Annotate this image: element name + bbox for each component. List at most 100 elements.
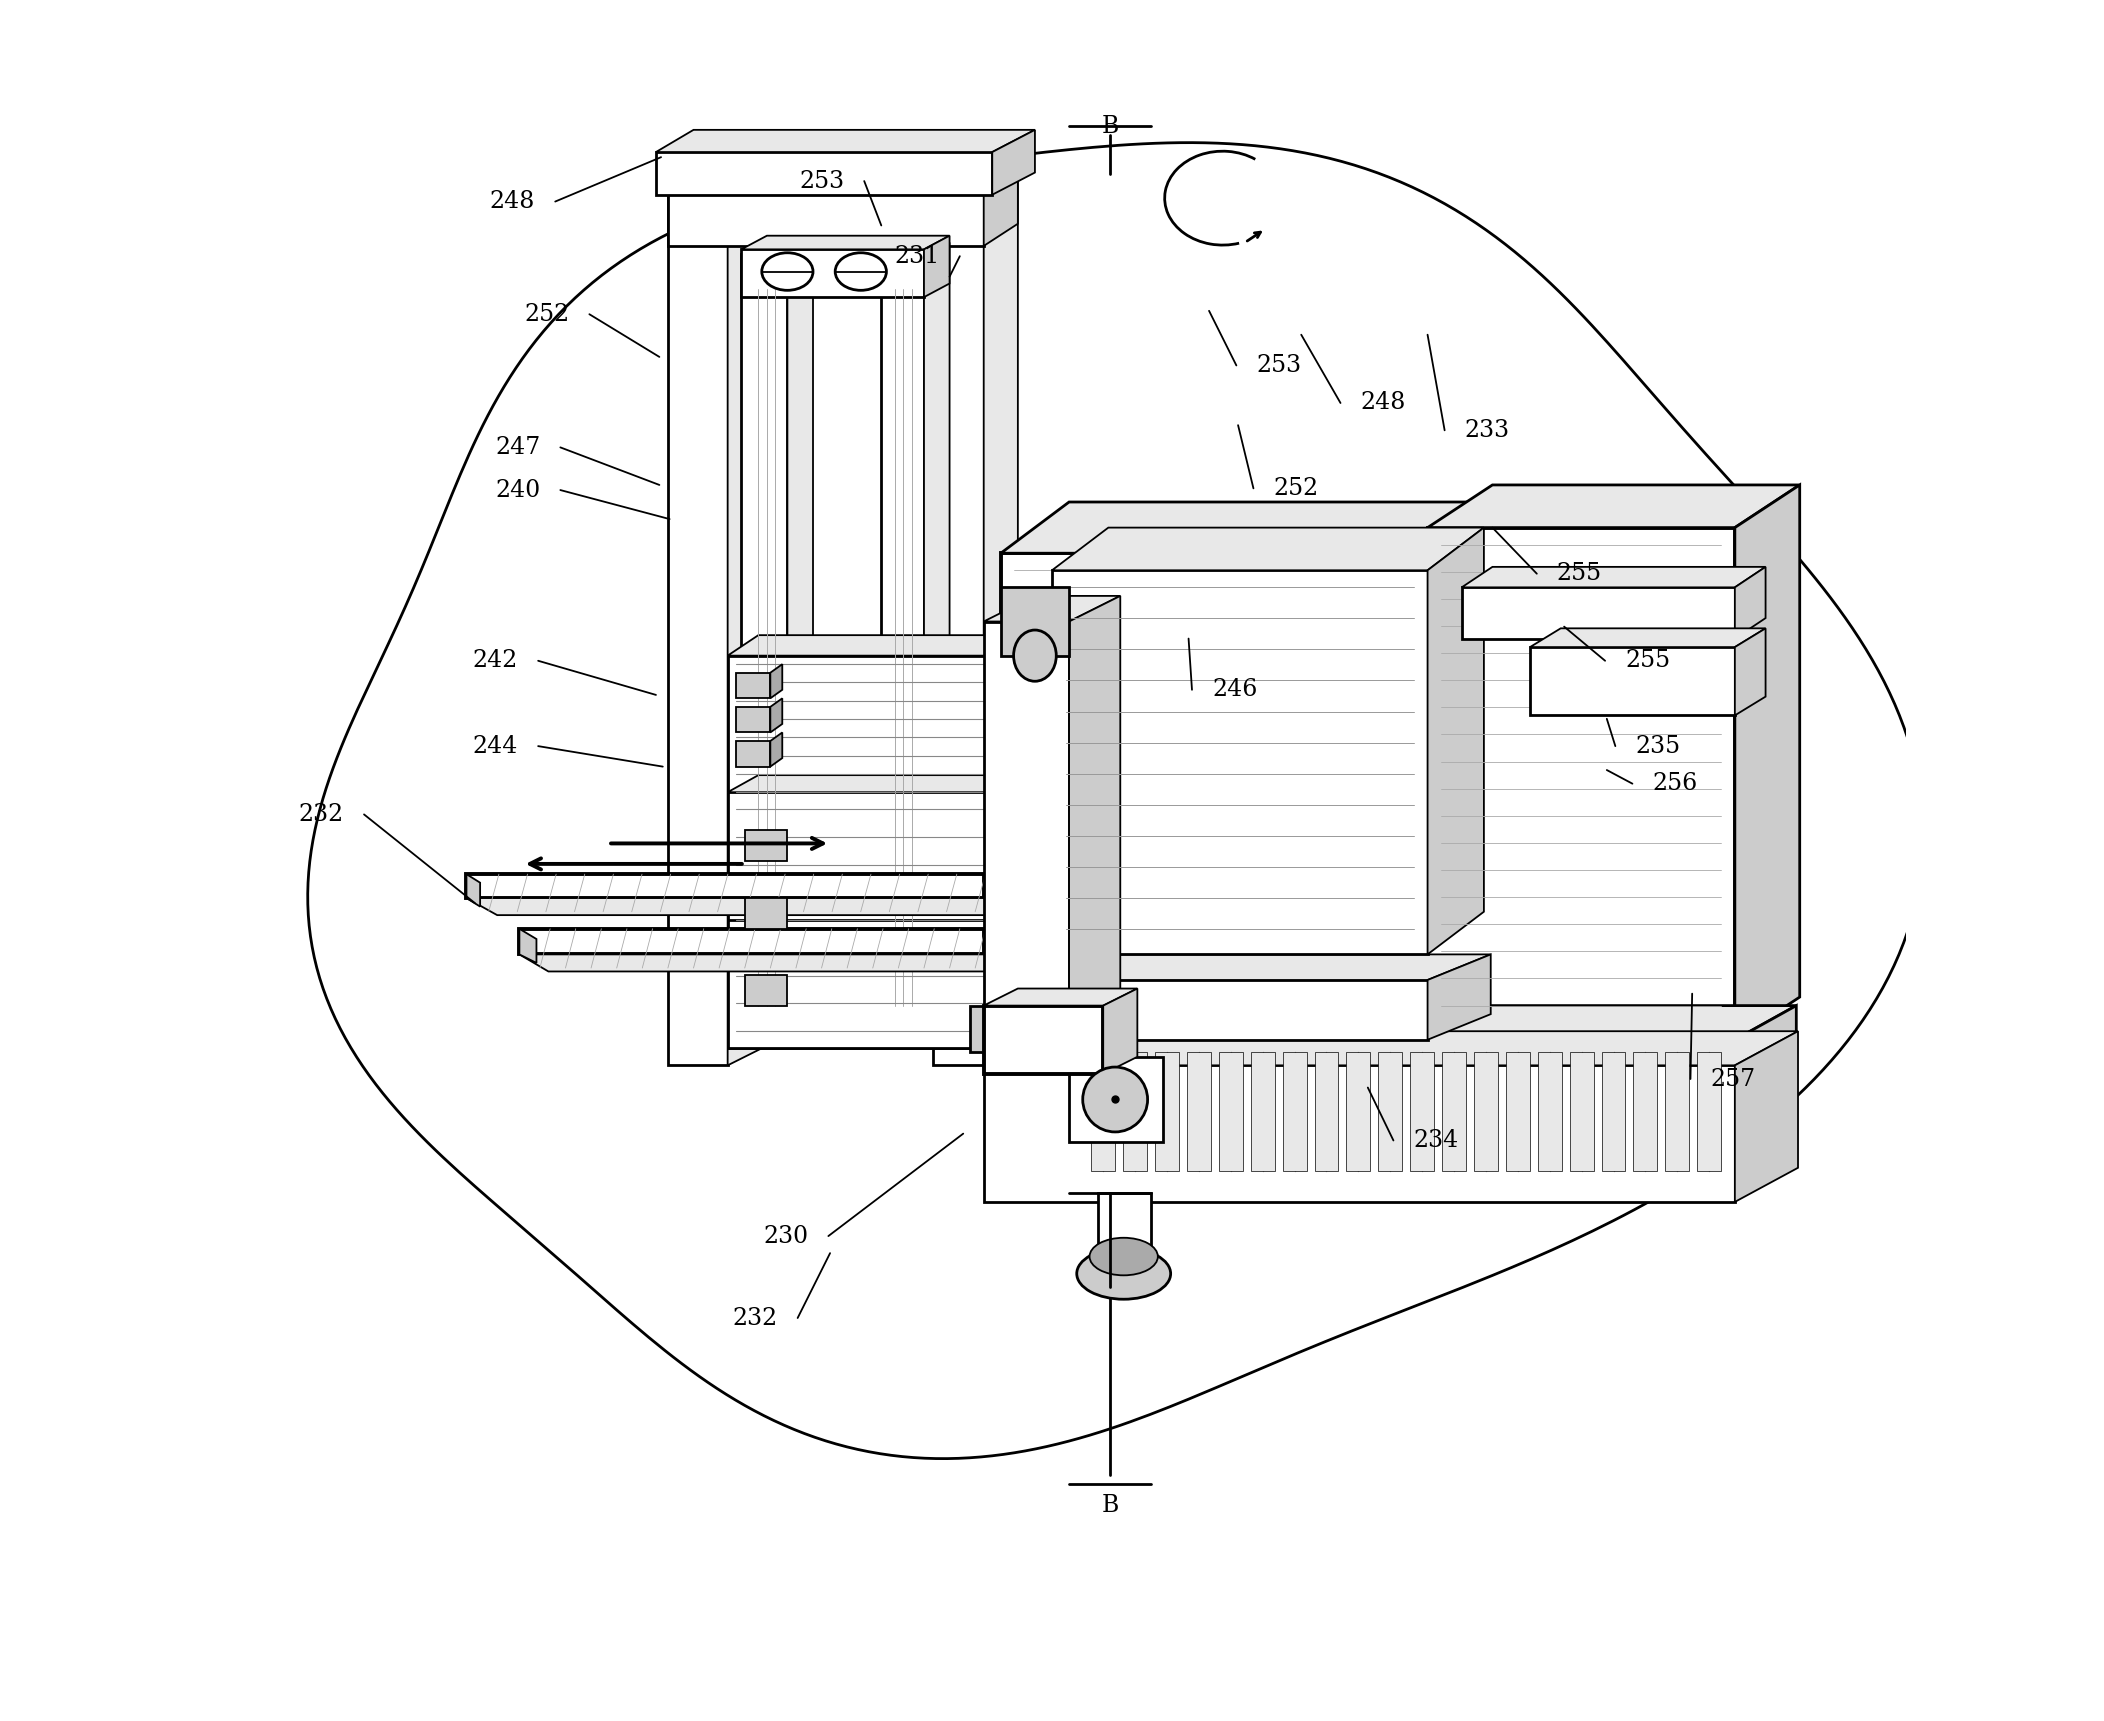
Text: 253: 253 [800,170,844,193]
Polygon shape [667,186,985,246]
Ellipse shape [1014,630,1056,682]
Polygon shape [1410,1052,1435,1172]
Polygon shape [520,955,1014,971]
Polygon shape [1002,587,1069,656]
Polygon shape [1736,566,1765,638]
Polygon shape [1124,1052,1147,1172]
Polygon shape [924,243,949,1031]
Text: 255: 255 [1557,563,1601,585]
Polygon shape [787,243,812,1031]
Polygon shape [1069,1057,1164,1143]
Ellipse shape [835,253,886,291]
Polygon shape [467,874,985,898]
Text: 242: 242 [473,649,518,673]
Polygon shape [1052,570,1429,955]
Polygon shape [1429,503,1496,1039]
Polygon shape [1462,587,1736,638]
Polygon shape [985,163,1018,246]
Text: 252: 252 [1273,477,1319,499]
Polygon shape [932,186,985,1065]
Polygon shape [1002,955,1492,979]
Polygon shape [1429,528,1483,955]
Polygon shape [1250,1052,1275,1172]
Ellipse shape [1090,1237,1157,1275]
Ellipse shape [1084,1067,1147,1132]
Polygon shape [1002,503,1496,552]
Text: B: B [1100,115,1119,138]
Polygon shape [770,733,783,766]
Polygon shape [1002,774,1035,1048]
Polygon shape [1069,1005,1797,1039]
Polygon shape [728,792,1002,1048]
Polygon shape [520,929,985,955]
Ellipse shape [762,253,812,291]
Polygon shape [728,169,762,1065]
Polygon shape [1010,904,1039,1048]
Polygon shape [467,898,1014,916]
Text: 256: 256 [1652,773,1698,795]
Text: 232: 232 [732,1306,778,1330]
Polygon shape [1378,1052,1401,1172]
Polygon shape [741,250,924,298]
Polygon shape [736,707,770,733]
Polygon shape [1429,528,1736,1039]
Polygon shape [1441,1052,1466,1172]
Polygon shape [741,236,949,250]
Polygon shape [1601,1052,1626,1172]
Polygon shape [1666,1052,1690,1172]
Text: 246: 246 [1212,678,1258,700]
Polygon shape [1698,1052,1721,1172]
Polygon shape [1069,595,1119,1065]
Polygon shape [985,169,1018,1065]
Polygon shape [656,129,1035,151]
Polygon shape [1098,1193,1151,1270]
Polygon shape [728,656,1002,800]
Polygon shape [1736,628,1765,716]
Polygon shape [736,742,770,766]
Polygon shape [1002,635,1035,800]
Polygon shape [667,163,1018,186]
Polygon shape [1052,528,1483,570]
Polygon shape [1429,955,1492,1039]
Text: 230: 230 [764,1225,808,1248]
Polygon shape [882,255,924,1031]
Polygon shape [728,635,1035,656]
Polygon shape [1736,1031,1799,1201]
Text: 247: 247 [494,435,541,460]
Text: 248: 248 [1361,391,1405,415]
Polygon shape [1570,1052,1593,1172]
Polygon shape [520,929,537,964]
Polygon shape [985,1065,1736,1201]
Polygon shape [741,255,787,1031]
Polygon shape [728,921,1010,1048]
Polygon shape [1102,988,1138,1074]
Polygon shape [985,621,1069,1065]
Text: 248: 248 [490,189,534,213]
Polygon shape [1736,1005,1797,1184]
Polygon shape [1736,485,1799,1039]
Text: 234: 234 [1414,1129,1458,1151]
Polygon shape [1315,1052,1338,1172]
Polygon shape [770,699,783,733]
Polygon shape [1069,1039,1736,1184]
Polygon shape [1347,1052,1370,1172]
Polygon shape [985,1031,1799,1065]
Polygon shape [1283,1052,1307,1172]
Polygon shape [1002,552,1429,1039]
Text: 235: 235 [1635,735,1681,757]
Polygon shape [993,129,1035,194]
Polygon shape [1462,566,1765,587]
Text: 252: 252 [524,303,570,325]
Ellipse shape [1077,1248,1170,1299]
Text: 233: 233 [1464,418,1511,442]
Text: 255: 255 [1624,649,1671,673]
Text: 257: 257 [1711,1067,1755,1091]
Text: B: B [1100,1494,1119,1518]
Text: 231: 231 [894,244,940,268]
Polygon shape [1155,1052,1178,1172]
Text: 253: 253 [1256,355,1302,377]
Polygon shape [770,664,783,699]
Polygon shape [667,186,728,1065]
Polygon shape [745,830,787,860]
Polygon shape [985,988,1138,1005]
